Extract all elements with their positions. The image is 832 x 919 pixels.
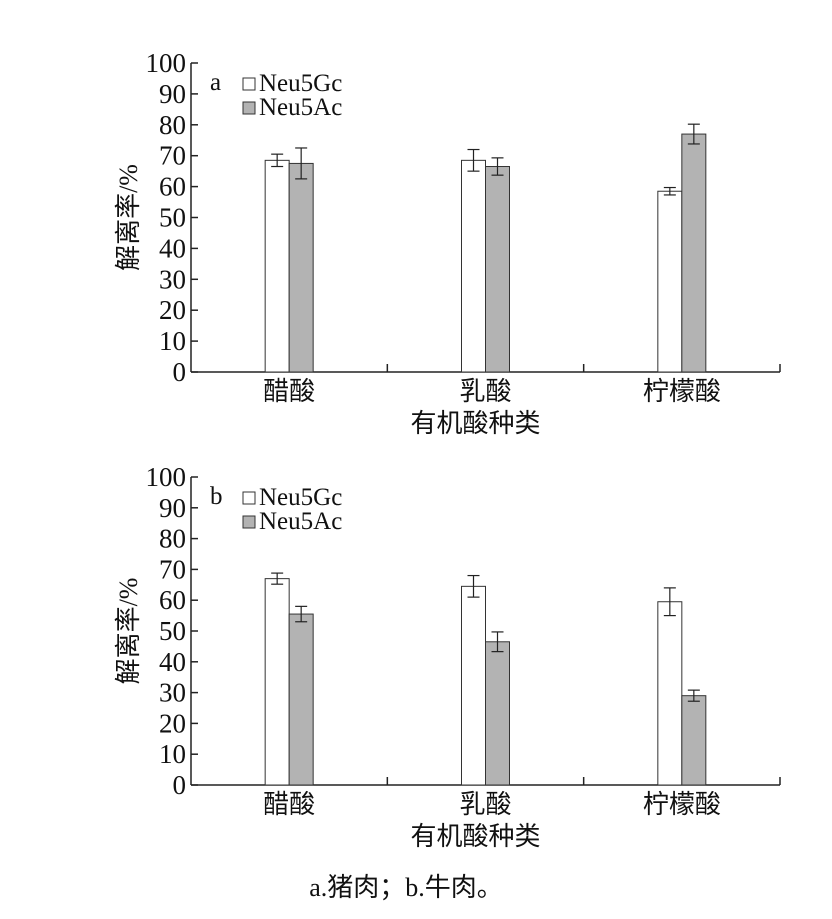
y-axis-title: 解离率/% xyxy=(114,578,143,685)
bar-Neu5Ac-乳酸 xyxy=(485,166,510,373)
y-tick-label: 10 xyxy=(159,739,186,769)
bar-Neu5Ac-柠檬酸 xyxy=(681,133,707,373)
bar-Neu5Gc-乳酸 xyxy=(461,159,486,373)
x-tick-label: 乳酸 xyxy=(459,377,511,406)
bar-Neu5Gc-醋酸 xyxy=(264,159,290,373)
y-tick-label: 20 xyxy=(159,708,186,738)
y-tick-label: 70 xyxy=(159,141,186,171)
y-tick-label: 50 xyxy=(159,616,186,646)
bar-Neu5Gc-柠檬酸 xyxy=(657,601,683,786)
y-tick-label: 100 xyxy=(146,462,187,492)
legend-swatch-Neu5Gc xyxy=(242,491,256,505)
y-tick-label: 70 xyxy=(159,554,186,584)
y-tick-label: 90 xyxy=(159,79,186,109)
bar-Neu5Ac-醋酸 xyxy=(288,613,314,786)
y-tick-label: 90 xyxy=(159,493,186,523)
bar-Neu5Ac-乳酸 xyxy=(485,641,510,786)
y-tick-label: 40 xyxy=(159,233,186,263)
y-tick-label: 30 xyxy=(159,264,186,294)
x-axis-title: 有机酸种类 xyxy=(410,822,540,851)
panel-label: b xyxy=(210,483,223,510)
legend-swatch-Neu5Ac xyxy=(242,515,256,529)
y-tick-label: 20 xyxy=(159,295,186,325)
x-tick-label: 乳酸 xyxy=(459,790,511,819)
y-tick-label: 40 xyxy=(159,647,186,677)
bar-Neu5Ac-柠檬酸 xyxy=(681,695,707,786)
legend-label-Neu5Ac: Neu5Ac xyxy=(259,94,342,121)
bar-Neu5Gc-乳酸 xyxy=(461,585,486,786)
legend-label-Neu5Gc: Neu5Gc xyxy=(259,70,342,97)
figure-caption: a.猪肉；b.牛肉。 xyxy=(309,873,503,902)
y-tick-label: 60 xyxy=(159,585,186,615)
y-tick-label: 100 xyxy=(146,48,187,78)
y-tick-label: 30 xyxy=(159,678,186,708)
bar-Neu5Gc-柠檬酸 xyxy=(657,190,683,373)
y-tick-label: 0 xyxy=(173,770,187,800)
x-tick-label: 醋酸 xyxy=(263,377,315,406)
x-tick-label: 柠檬酸 xyxy=(643,790,721,819)
y-tick-label: 10 xyxy=(159,326,186,356)
legend-label-Neu5Ac: Neu5Ac xyxy=(259,508,342,535)
x-tick-label: 柠檬酸 xyxy=(643,377,721,406)
bar-Neu5Gc-醋酸 xyxy=(264,578,290,786)
y-tick-label: 0 xyxy=(173,357,187,387)
x-tick-label: 醋酸 xyxy=(263,790,315,819)
y-tick-label: 80 xyxy=(159,110,186,140)
legend-label-Neu5Gc: Neu5Gc xyxy=(259,484,342,511)
bar-Neu5Ac-醋酸 xyxy=(288,162,314,373)
panel-label: a xyxy=(210,69,221,96)
y-tick-label: 80 xyxy=(159,524,186,554)
legend-swatch-Neu5Ac xyxy=(242,101,256,115)
y-tick-label: 60 xyxy=(159,172,186,202)
y-axis-title: 解离率/% xyxy=(114,164,143,271)
x-axis-title: 有机酸种类 xyxy=(410,409,540,438)
y-tick-label: 50 xyxy=(159,203,186,233)
legend-swatch-Neu5Gc xyxy=(242,77,256,91)
